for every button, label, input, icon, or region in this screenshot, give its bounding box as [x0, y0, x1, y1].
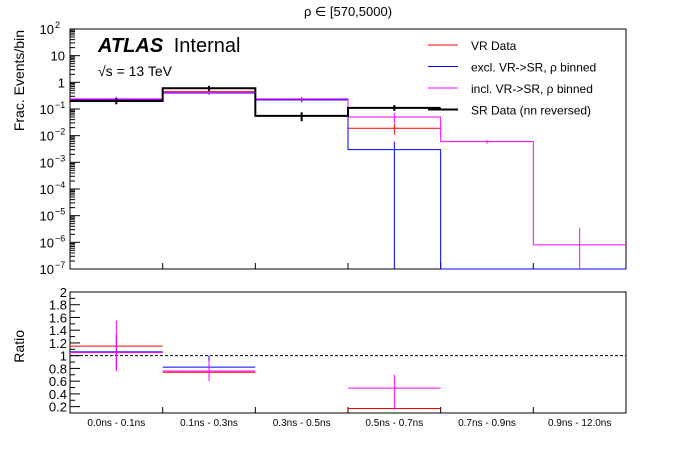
- main-y-tick-label: 10: [40, 155, 54, 170]
- main-y-tick-exponent: −2: [55, 127, 65, 137]
- ratio-y-axis-label: Ratio: [11, 330, 27, 363]
- main-y-tick-label: 10: [40, 102, 54, 117]
- series-step-line: [70, 87, 441, 117]
- ratio-y-tick-label: 1.2: [49, 336, 67, 351]
- ratio-y-tick-label: 0.2: [49, 400, 67, 415]
- legend-entry: excl. VR->SR, ρ binned: [428, 61, 596, 75]
- main-y-tick-exponent: −5: [55, 207, 65, 217]
- x-tick-label: 0.0ns - 0.1ns: [87, 418, 145, 429]
- main-y-tick-exponent: 2: [55, 20, 60, 30]
- atlas-label-bold: ATLAS: [97, 35, 164, 57]
- main-series-group: [70, 85, 626, 270]
- ratio-y-tick-label: 1.4: [49, 323, 67, 338]
- ratio-series-2: [70, 320, 441, 410]
- main-y-tick-label: 10: [51, 49, 65, 64]
- ratio-y-tick-label: 2: [60, 285, 67, 300]
- legend: VR Data excl. VR->SR, ρ binned incl. VR->S…: [428, 39, 596, 118]
- legend-entry: SR Data (nn reversed): [428, 104, 591, 118]
- main-y-tick-exponent: −4: [55, 180, 65, 190]
- energy-label: √s = 13 TeV: [98, 63, 173, 79]
- x-tick-label: 0.9ns - 12.0ns: [548, 418, 611, 429]
- legend-label: incl. VR->SR, ρ binned: [471, 82, 593, 96]
- atlas-label-internal: Internal: [174, 35, 241, 57]
- x-tick-label: 0.1ns - 0.3ns: [180, 418, 238, 429]
- x-tick-label: 0.3ns - 0.5ns: [273, 418, 331, 429]
- ratio-y-tick-label: 0.4: [49, 387, 67, 402]
- main-y-tick-exponent: −7: [55, 260, 65, 270]
- x-tick-label: 0.5ns - 0.7ns: [365, 418, 423, 429]
- atlas-label: ATLAS Internal: [97, 35, 240, 57]
- main-y-tick-label: 10: [40, 262, 54, 277]
- legend-label: excl. VR->SR, ρ binned: [471, 61, 596, 75]
- main-y-tick-exponent: −1: [55, 100, 65, 110]
- main-y-tick-label: 10: [40, 129, 54, 144]
- main-y-tick-exponent: −3: [55, 153, 65, 163]
- ratio-y-tick-label: 0.6: [49, 374, 67, 389]
- main-y-axis-label: Frac. Events/bin: [11, 30, 27, 131]
- x-tick-label: 0.7ns - 0.9ns: [458, 418, 516, 429]
- ratio-axis-ticks: 0.20.40.60.811.21.41.61.82: [49, 285, 626, 415]
- main-y-tick-label: 1: [58, 75, 65, 90]
- ratio-series-group: [70, 320, 441, 410]
- x-tick-labels: 0.0ns - 0.1ns 0.1ns - 0.3ns 0.3ns - 0.5ns 0…: [87, 418, 611, 429]
- main-y-tick-label: 10: [40, 235, 54, 250]
- ratio-y-tick-label: 0.8: [49, 361, 67, 376]
- legend-entry: VR Data: [428, 39, 517, 53]
- ratio-y-tick-label: 1: [60, 349, 67, 364]
- chart-title: ρ ∈ [570,5000): [304, 4, 392, 19]
- series-3: [70, 85, 441, 122]
- main-y-tick-label: 10: [40, 209, 54, 224]
- legend-entry: incl. VR->SR, ρ binned: [428, 82, 593, 96]
- ratio-y-tick-label: 1.6: [49, 310, 67, 325]
- legend-label: SR Data (nn reversed): [471, 104, 591, 118]
- main-y-tick-exponent: −6: [55, 233, 65, 243]
- ratio-y-tick-label: 1.8: [49, 298, 67, 313]
- legend-label: VR Data: [471, 39, 517, 53]
- main-y-tick-label: 10: [40, 22, 54, 37]
- main-y-tick-label: 10: [40, 182, 54, 197]
